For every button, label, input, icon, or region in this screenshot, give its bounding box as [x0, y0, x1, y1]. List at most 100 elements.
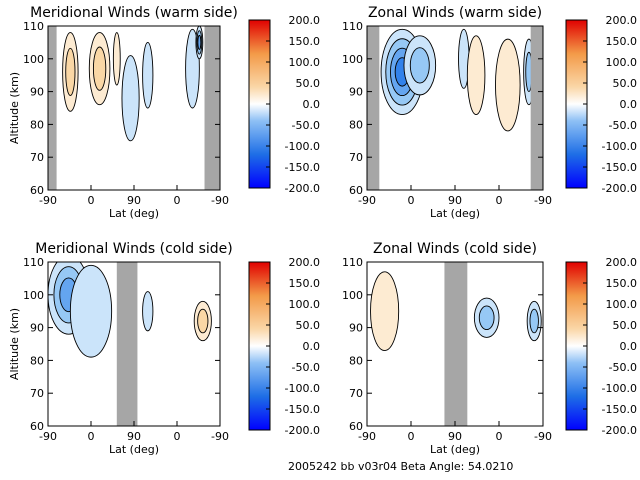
colorbar-tick-label: 100.0	[289, 298, 321, 311]
contour-blob	[370, 271, 400, 352]
x-tick-label: -90	[358, 194, 376, 207]
y-tick-label: 80	[30, 354, 44, 367]
y-tick-label: 70	[349, 387, 363, 400]
colorbar-tick-label: 200.0	[606, 256, 638, 269]
contour-blob	[121, 55, 140, 142]
contour-blob	[466, 35, 486, 116]
colorbar-tick-label: 50.0	[296, 77, 321, 90]
colorbar-tick-label: 150.0	[289, 35, 321, 48]
y-tick-label: 90	[30, 86, 44, 99]
x-tick-label: 0	[408, 430, 415, 443]
y-tick-label: 110	[342, 20, 363, 33]
y-axis-label: Altitude (km)	[8, 72, 21, 144]
x-tick-label: 90	[127, 430, 141, 443]
chart-title: Meridional Winds (cold side)	[35, 241, 233, 257]
x-axis-label: Lat (deg)	[430, 207, 480, 220]
colorbar-tick-label: -150.0	[285, 161, 320, 174]
contour-blob	[92, 46, 107, 91]
y-tick-label: 80	[349, 354, 363, 367]
no-data-band	[204, 26, 220, 190]
y-tick-label: 100	[342, 289, 363, 302]
colorbar-tick-label: 200.0	[289, 14, 321, 27]
no-data-band	[116, 262, 138, 426]
y-tick-label: 90	[349, 322, 363, 335]
no-data-band	[530, 26, 543, 190]
colorbar-tick-label: -100.0	[285, 140, 320, 153]
x-tick-label: -90	[39, 430, 57, 443]
y-tick-label: 90	[30, 322, 44, 335]
colorbar-tick-label: 200.0	[606, 14, 638, 27]
colorbar-tick-label: 50.0	[613, 77, 638, 90]
no-data-band	[444, 262, 468, 426]
x-tick-label: -90	[211, 194, 229, 207]
plot-area	[48, 26, 220, 190]
x-tick-label: -90	[39, 194, 57, 207]
colorbar-tick-label: 0.0	[620, 340, 638, 353]
y-tick-label: 60	[30, 184, 44, 197]
contour-blob	[65, 47, 76, 96]
contour-blob	[142, 291, 154, 332]
colorbar-tick-label: -50.0	[292, 361, 320, 374]
colorbar-tick-label: 0.0	[303, 98, 321, 111]
y-tick-label: 70	[349, 151, 363, 164]
colorbar-tick-label: 0.0	[620, 98, 638, 111]
contour-blob	[478, 305, 495, 331]
x-tick-label: -90	[358, 430, 376, 443]
colorbar-tick-label: 50.0	[296, 319, 321, 332]
y-tick-label: 110	[342, 256, 363, 269]
colorbar-tick-label: 150.0	[606, 35, 638, 48]
y-tick-label: 110	[23, 20, 44, 33]
x-axis-label: Lat (deg)	[109, 443, 159, 456]
colorbar-tick-label: -150.0	[602, 403, 637, 416]
colorbar-tick-label: -100.0	[602, 382, 637, 395]
x-tick-label: 0	[496, 194, 503, 207]
colorbar-tick-label: 100.0	[606, 56, 638, 69]
colorbar-tick-label: 150.0	[606, 277, 638, 290]
x-tick-label: 90	[448, 194, 462, 207]
colorbar-tick-label: 50.0	[613, 319, 638, 332]
y-tick-label: 60	[349, 184, 363, 197]
contour-blob	[529, 308, 539, 334]
colorbar-tick-label: 200.0	[289, 256, 321, 269]
chart-title: Meridional Winds (warm side)	[30, 5, 238, 21]
colorbar-tick-label: 100.0	[606, 298, 638, 311]
contour-blob	[409, 47, 430, 84]
no-data-band	[367, 26, 380, 190]
panel-4: Zonal Winds (cold side) 60 70 80 90 100 110 -90…	[342, 241, 637, 456]
x-axis-label: Lat (deg)	[430, 443, 480, 456]
x-tick-label: 0	[174, 430, 181, 443]
chart-title: Zonal Winds (cold side)	[373, 241, 537, 257]
colorbar-tick-label: 100.0	[289, 56, 321, 69]
x-tick-label: 0	[88, 194, 95, 207]
y-axis-label: Altitude (km)	[8, 308, 21, 380]
chart-title: Zonal Winds (warm side)	[368, 5, 542, 21]
x-tick-label: 90	[127, 194, 141, 207]
y-tick-label: 110	[23, 256, 44, 269]
colorbar-tick-label: -200.0	[285, 424, 320, 437]
x-tick-label: 0	[408, 194, 415, 207]
colorbar-tick-label: -200.0	[602, 182, 637, 195]
y-tick-label: 100	[342, 53, 363, 66]
colorbar-tick-label: -50.0	[609, 361, 637, 374]
y-tick-label: 90	[349, 86, 363, 99]
panel-3: Meridional Winds (cold side) 60 70 80 90 100 1…	[8, 241, 320, 456]
plot-area	[367, 26, 543, 190]
y-tick-label: 70	[30, 151, 44, 164]
y-tick-label: 80	[30, 118, 44, 131]
y-tick-label: 60	[349, 420, 363, 433]
colorbar-tick-label: -200.0	[285, 182, 320, 195]
x-tick-label: 90	[448, 430, 462, 443]
contour-blob	[112, 32, 121, 86]
x-tick-label: -90	[534, 430, 552, 443]
contour-blob	[197, 34, 202, 50]
contour-blob	[142, 41, 154, 109]
colorbar-tick-label: -200.0	[602, 424, 637, 437]
y-tick-label: 60	[30, 420, 44, 433]
colorbar-tick-label: -100.0	[285, 382, 320, 395]
colorbar-tick-label: 150.0	[289, 277, 321, 290]
contour-blob	[69, 264, 113, 358]
colorbar-tick-label: -50.0	[292, 119, 320, 132]
y-tick-label: 100	[23, 289, 44, 302]
colorbar-tick-label: 0.0	[303, 340, 321, 353]
